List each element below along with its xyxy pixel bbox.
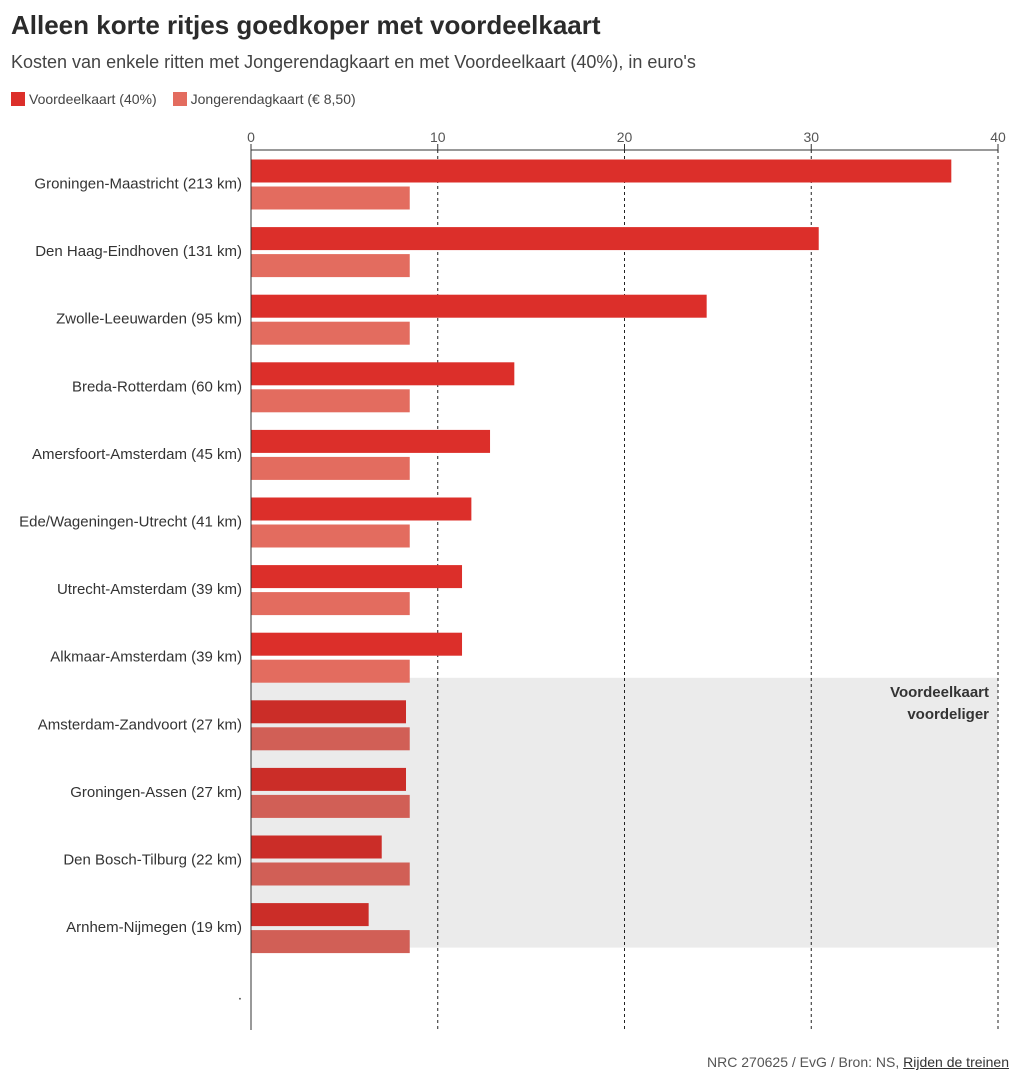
bar-jongerendagkaart (251, 659, 410, 683)
bar-jongerendagkaart (251, 794, 410, 818)
bar-voordeelkaart (251, 903, 369, 927)
x-tick-label-30: 30 (803, 129, 819, 145)
bar-voordeelkaart (251, 700, 407, 724)
category-label: Groningen-Maastricht (213 km) (34, 176, 242, 193)
bar-jongerendagkaart (251, 930, 410, 954)
source-link[interactable]: Rijden de treinen (903, 1054, 1009, 1070)
legend-item-jongerendagkaart: Jongerendagkaart (€ 8,50) (172, 91, 356, 107)
bar-voordeelkaart (251, 835, 382, 859)
bar-voordeelkaart (251, 632, 463, 656)
category-label: Breda-Rotterdam (60 km) (72, 378, 242, 395)
bar-voordeelkaart (251, 294, 707, 318)
legend-swatch-voordeelkaart (11, 92, 25, 106)
x-tick-label-10: 10 (430, 129, 446, 145)
zone-label-line-1: Voordeelkaart (890, 684, 989, 701)
bar-voordeelkaart (251, 159, 952, 183)
category-label: Ede/Wageningen-Utrecht (41 km) (19, 514, 242, 531)
category-label: Amsterdam-Zandvoort (27 km) (38, 716, 242, 733)
category-label: Arnhem-Nijmegen (19 km) (66, 919, 242, 936)
bar-voordeelkaart (251, 767, 407, 791)
bar-jongerendagkaart (251, 389, 410, 413)
category-label: Den Bosch-Tilburg (22 km) (63, 852, 242, 869)
category-label: Den Haag-Eindhoven (131 km) (35, 243, 242, 260)
chart-title: Alleen korte ritjes goedkoper met voorde… (11, 10, 601, 40)
legend-label-jongerendagkaart: Jongerendagkaart (€ 8,50) (190, 91, 356, 107)
zone-label-line-2: voordeliger (907, 706, 989, 723)
bar-jongerendagkaart (251, 321, 410, 345)
legend-swatch-jongerendagkaart (172, 92, 187, 106)
bar-voordeelkaart (251, 227, 819, 251)
bar-voordeelkaart (251, 429, 491, 453)
category-label: Zwolle-Leeuwarden (95 km) (56, 311, 242, 328)
legend-label-voordeelkaart: Voordeelkaart (40%) (29, 91, 157, 107)
source-footer: NRC 270625 / EvG / Bron: NS, Rijden de t… (707, 1054, 1009, 1070)
bar-jongerendagkaart (251, 456, 410, 480)
category-label-empty: . (238, 987, 242, 1004)
bar-voordeelkaart (251, 565, 463, 589)
x-tick-label-20: 20 (617, 129, 633, 145)
category-label: Groningen-Assen (27 km) (70, 784, 242, 801)
bar-voordeelkaart (251, 362, 515, 386)
legend: Voordeelkaart (40%) Jongerendagkaart (€ … (11, 91, 372, 107)
bar-jongerendagkaart (251, 524, 410, 548)
bar-jongerendagkaart (251, 862, 410, 886)
category-label: Amersfoort-Amsterdam (45 km) (32, 446, 242, 463)
bar-jongerendagkaart (251, 186, 410, 210)
category-label: Alkmaar-Amsterdam (39 km) (50, 649, 242, 666)
bar-jongerendagkaart (251, 727, 410, 751)
x-tick-label-40: 40 (990, 129, 1006, 145)
legend-item-voordeelkaart: Voordeelkaart (40%) (11, 91, 157, 107)
category-label: Utrecht-Amsterdam (39 km) (57, 581, 242, 598)
bar-voordeelkaart (251, 497, 472, 521)
bar-jongerendagkaart (251, 254, 410, 278)
bar-jongerendagkaart (251, 592, 410, 616)
x-tick-label-0: 0 (247, 129, 255, 145)
source-text: NRC 270625 / EvG / Bron: NS, (707, 1054, 904, 1070)
chart-subtitle: Kosten van enkele ritten met Jongerendag… (11, 52, 696, 72)
